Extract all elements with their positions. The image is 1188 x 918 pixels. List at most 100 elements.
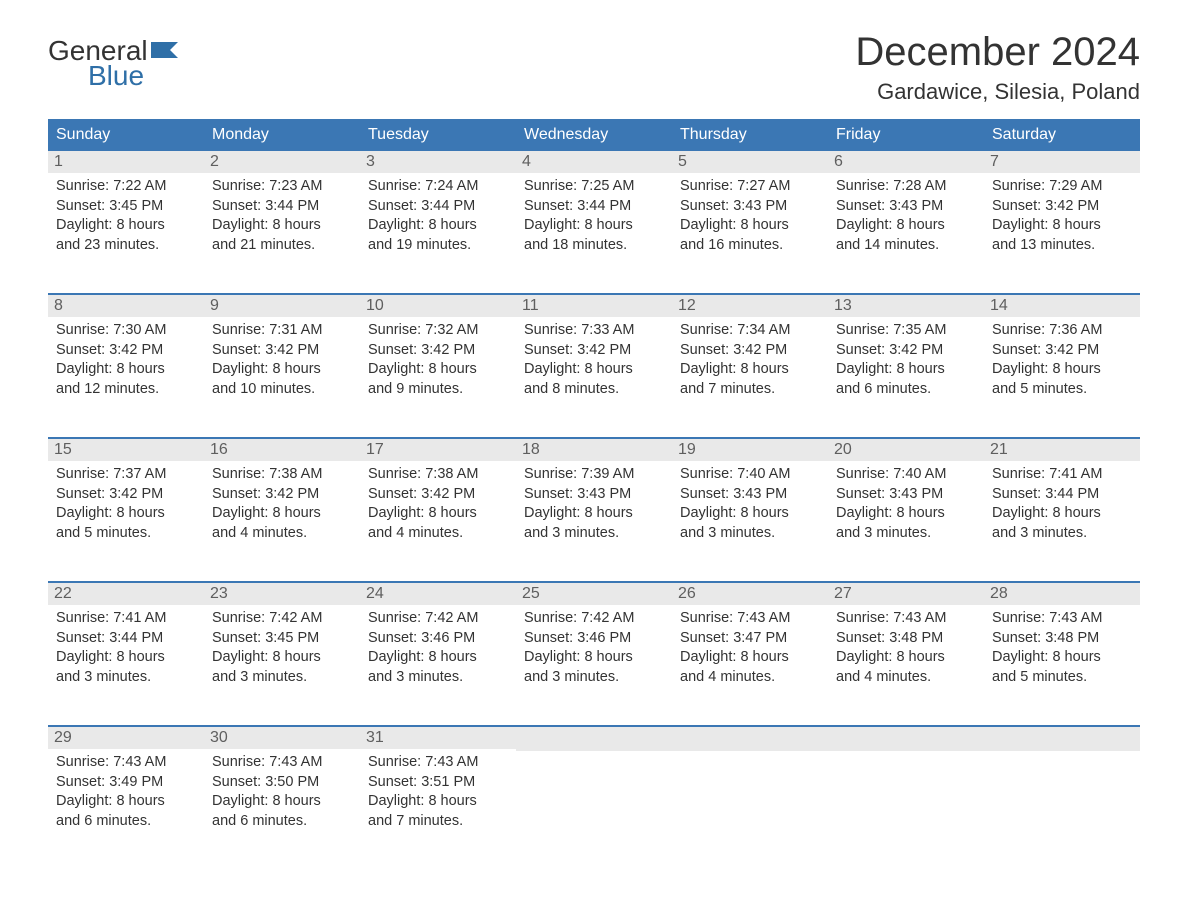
- day-number: 26: [672, 583, 828, 605]
- calendar-day-cell: 15Sunrise: 7:37 AMSunset: 3:42 PMDayligh…: [48, 439, 204, 567]
- day-number: 21: [984, 439, 1140, 461]
- calendar-day-cell: 26 Sunrise: 7:43 AMSunset: 3:47 PMDayligh…: [672, 583, 828, 711]
- day-dl2: and 5 minutes.: [992, 668, 1132, 688]
- calendar-day-cell: 30Sunrise: 7:43 AMSunset: 3:50 PMDayligh…: [204, 727, 360, 855]
- day-dl2: and 3 minutes.: [524, 524, 664, 544]
- day-sunset: Sunset: 3:42 PM: [56, 485, 196, 505]
- day-number: 8: [48, 295, 204, 317]
- day-details: Sunrise: 7:23 AMSunset: 3:44 PMDaylight:…: [212, 177, 352, 255]
- day-dl2: and 16 minutes.: [680, 236, 820, 256]
- day-sunset: Sunset: 3:51 PM: [368, 773, 508, 793]
- day-sunset: Sunset: 3:44 PM: [992, 485, 1132, 505]
- day-sunrise: Sunrise: 7:30 AM: [56, 321, 196, 341]
- day-dl1: Daylight: 8 hours: [524, 216, 664, 236]
- day-number: 4: [516, 151, 672, 173]
- day-number: 18: [516, 439, 672, 461]
- day-dl1: Daylight: 8 hours: [836, 360, 976, 380]
- day-sunrise: Sunrise: 7:40 AM: [836, 465, 976, 485]
- day-dl2: and 3 minutes.: [56, 668, 196, 688]
- day-dl1: Daylight: 8 hours: [212, 216, 352, 236]
- day-dl2: and 5 minutes.: [56, 524, 196, 544]
- day-details: Sunrise: 7:32 AMSunset: 3:42 PMDaylight:…: [368, 321, 508, 399]
- calendar-week-row: 15Sunrise: 7:37 AMSunset: 3:42 PMDayligh…: [48, 437, 1140, 567]
- calendar-day-cell: 20Sunrise: 7:40 AMSunset: 3:43 PMDayligh…: [828, 439, 984, 567]
- day-sunrise: Sunrise: 7:29 AM: [992, 177, 1132, 197]
- day-dl2: and 14 minutes.: [836, 236, 976, 256]
- calendar-day-cell: [828, 727, 984, 855]
- day-sunrise: Sunrise: 7:33 AM: [524, 321, 664, 341]
- day-dl2: and 12 minutes.: [56, 380, 196, 400]
- day-sunrise: Sunrise: 7:42 AM: [524, 609, 664, 629]
- day-number: 7: [984, 151, 1140, 173]
- day-dl2: and 8 minutes.: [524, 380, 664, 400]
- day-sunset: Sunset: 3:49 PM: [56, 773, 196, 793]
- day-dl1: Daylight: 8 hours: [680, 648, 820, 668]
- day-sunrise: Sunrise: 7:22 AM: [56, 177, 196, 197]
- day-dl1: Daylight: 8 hours: [56, 216, 196, 236]
- day-details: Sunrise: 7:43 AMSunset: 3:49 PMDaylight:…: [56, 753, 196, 831]
- day-dl2: and 3 minutes.: [524, 668, 664, 688]
- day-number: 14: [984, 295, 1140, 317]
- day-sunrise: Sunrise: 7:43 AM: [836, 609, 976, 629]
- calendar-day-cell: 31Sunrise: 7:43 AMSunset: 3:51 PMDayligh…: [360, 727, 516, 855]
- calendar-week-row: 8Sunrise: 7:30 AMSunset: 3:42 PMDaylight…: [48, 293, 1140, 423]
- day-dl2: and 3 minutes.: [368, 668, 508, 688]
- logo-text-bottom: Blue: [48, 61, 180, 90]
- day-sunset: Sunset: 3:42 PM: [212, 341, 352, 361]
- calendar-day-cell: 5Sunrise: 7:27 AMSunset: 3:43 PMDaylight…: [672, 151, 828, 279]
- day-sunset: Sunset: 3:42 PM: [368, 485, 508, 505]
- day-details: Sunrise: 7:30 AMSunset: 3:42 PMDaylight:…: [56, 321, 196, 399]
- day-number: [828, 727, 984, 751]
- day-sunrise: Sunrise: 7:43 AM: [368, 753, 508, 773]
- title-block: December 2024 Gardawice, Silesia, Poland: [855, 30, 1140, 105]
- day-sunrise: Sunrise: 7:39 AM: [524, 465, 664, 485]
- day-dl2: and 13 minutes.: [992, 236, 1132, 256]
- day-dl1: Daylight: 8 hours: [992, 504, 1132, 524]
- day-dl2: and 10 minutes.: [212, 380, 352, 400]
- day-number: 2: [204, 151, 360, 173]
- day-number: [516, 727, 672, 751]
- calendar-day-cell: 10Sunrise: 7:32 AMSunset: 3:42 PMDayligh…: [360, 295, 516, 423]
- day-details: Sunrise: 7:38 AMSunset: 3:42 PMDaylight:…: [368, 465, 508, 543]
- day-dl1: Daylight: 8 hours: [56, 360, 196, 380]
- calendar-day-cell: [516, 727, 672, 855]
- day-dl2: and 3 minutes.: [836, 524, 976, 544]
- day-dl1: Daylight: 8 hours: [836, 216, 976, 236]
- day-details: Sunrise: 7:24 AMSunset: 3:44 PMDaylight:…: [368, 177, 508, 255]
- calendar-day-cell: 9Sunrise: 7:31 AMSunset: 3:42 PMDaylight…: [204, 295, 360, 423]
- day-number: 27: [828, 583, 984, 605]
- logo: General Blue: [48, 30, 180, 91]
- day-number: 20: [828, 439, 984, 461]
- weekday-header: Monday: [204, 119, 360, 151]
- day-dl2: and 7 minutes.: [368, 812, 508, 832]
- day-sunset: Sunset: 3:42 PM: [836, 341, 976, 361]
- day-sunset: Sunset: 3:43 PM: [836, 197, 976, 217]
- day-sunset: Sunset: 3:42 PM: [992, 341, 1132, 361]
- calendar-day-cell: [984, 727, 1140, 855]
- day-dl1: Daylight: 8 hours: [680, 504, 820, 524]
- calendar-day-cell: 27Sunrise: 7:43 AMSunset: 3:48 PMDayligh…: [828, 583, 984, 711]
- day-details: Sunrise: 7:38 AMSunset: 3:42 PMDaylight:…: [212, 465, 352, 543]
- day-details: Sunrise: 7:41 AMSunset: 3:44 PMDaylight:…: [992, 465, 1132, 543]
- day-dl2: and 7 minutes.: [680, 380, 820, 400]
- calendar-day-cell: 4 Sunrise: 7:25 AMSunset: 3:44 PMDaylight…: [516, 151, 672, 279]
- day-details: Sunrise: 7:42 AMSunset: 3:46 PMDaylight:…: [524, 609, 664, 687]
- day-details: Sunrise: 7:43 AMSunset: 3:47 PMDaylight:…: [680, 609, 820, 687]
- day-sunset: Sunset: 3:45 PM: [56, 197, 196, 217]
- day-dl1: Daylight: 8 hours: [992, 648, 1132, 668]
- day-sunset: Sunset: 3:44 PM: [56, 629, 196, 649]
- day-sunset: Sunset: 3:43 PM: [836, 485, 976, 505]
- day-number: 9: [204, 295, 360, 317]
- day-details: Sunrise: 7:25 AMSunset: 3:44 PMDaylight:…: [524, 177, 664, 255]
- calendar-day-cell: 22Sunrise: 7:41 AMSunset: 3:44 PMDayligh…: [48, 583, 204, 711]
- day-dl2: and 6 minutes.: [212, 812, 352, 832]
- day-details: Sunrise: 7:43 AMSunset: 3:51 PMDaylight:…: [368, 753, 508, 831]
- day-dl1: Daylight: 8 hours: [368, 360, 508, 380]
- day-dl1: Daylight: 8 hours: [56, 504, 196, 524]
- calendar-day-cell: 16Sunrise: 7:38 AMSunset: 3:42 PMDayligh…: [204, 439, 360, 567]
- day-sunset: Sunset: 3:43 PM: [680, 197, 820, 217]
- calendar-day-cell: 14Sunrise: 7:36 AMSunset: 3:42 PMDayligh…: [984, 295, 1140, 423]
- calendar-day-cell: 12Sunrise: 7:34 AMSunset: 3:42 PMDayligh…: [672, 295, 828, 423]
- day-dl1: Daylight: 8 hours: [56, 792, 196, 812]
- day-sunrise: Sunrise: 7:32 AM: [368, 321, 508, 341]
